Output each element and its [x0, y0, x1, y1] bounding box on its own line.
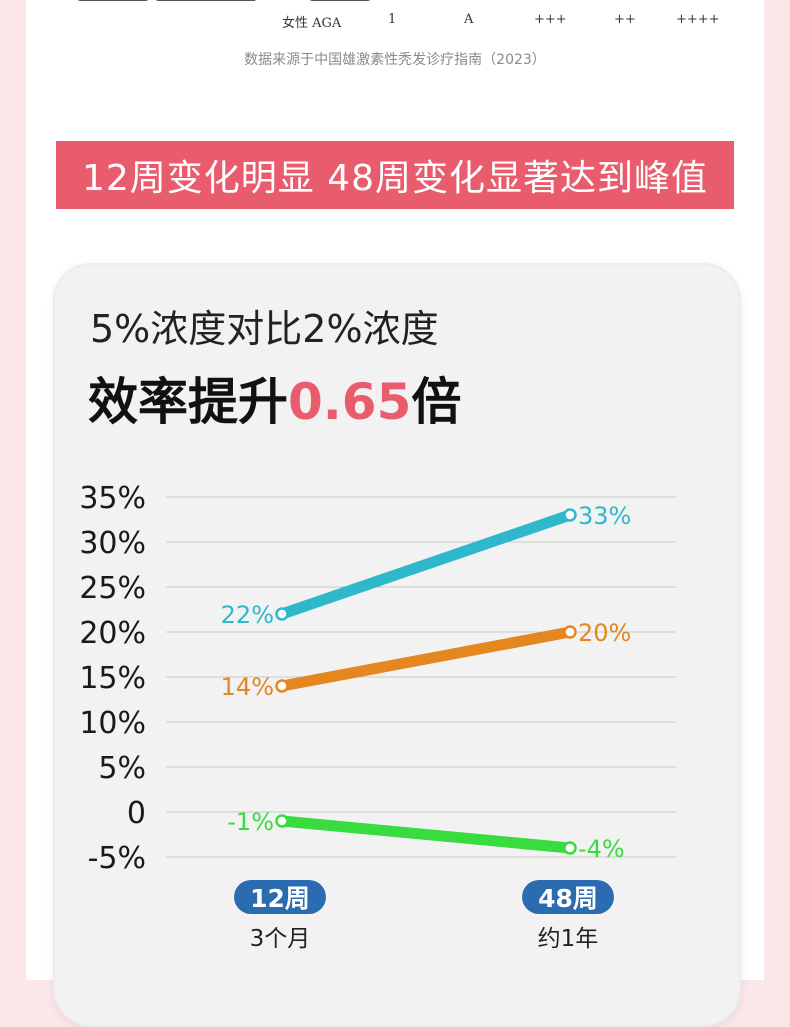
- table-row-label: 女性 AGA: [282, 16, 342, 31]
- series-line: [276, 509, 576, 620]
- y-tick-label: -5%: [88, 841, 146, 876]
- x-tick-sublabel: 3个月: [250, 926, 311, 952]
- table-cell: A: [464, 12, 474, 27]
- highlight-banner: 12周变化明显 48周变化显著达到峰值: [56, 141, 734, 209]
- data-label: 20%: [578, 619, 631, 647]
- table-cutoff-text: [156, 0, 256, 1]
- data-point: [563, 841, 577, 855]
- headline-prefix: 效率提升: [88, 373, 288, 431]
- y-tick-label: 25%: [79, 571, 146, 606]
- table-fragment: 女性 AGA 1 A +++ ++ ++++: [26, 0, 764, 42]
- table-cutoff-text: [78, 0, 148, 1]
- y-tick-label: 15%: [79, 661, 146, 696]
- y-tick-label: 0: [127, 796, 146, 831]
- table-cutoff-text: [310, 0, 370, 1]
- table-cell: 1: [388, 12, 397, 27]
- y-tick-label: 10%: [79, 706, 146, 741]
- headline-value: 0.65: [288, 373, 412, 431]
- source-note: 数据来源于中国雄激素性秃发诊疗指南（2023）: [244, 52, 546, 68]
- card-subtitle: 5%浓度对比2%浓度: [90, 307, 439, 351]
- series-line: [276, 815, 576, 854]
- data-label: -1%: [227, 808, 274, 836]
- y-tick-label: 5%: [98, 751, 146, 786]
- data-label: 14%: [221, 673, 274, 701]
- table-cell: ++: [614, 12, 636, 27]
- data-point: [275, 607, 289, 621]
- line-chart: 35% 30% 25% 20% 15% 10% 5% 0 -5% 22% 33% 14% 20% -1% -…: [79, 481, 676, 952]
- table-cell: ++++: [676, 12, 720, 27]
- data-point: [563, 508, 577, 522]
- x-tick-sublabel: 约1年: [538, 926, 599, 952]
- bottom-cutoff: [150, 968, 630, 980]
- data-point: [563, 625, 577, 639]
- data-label: -4%: [578, 835, 625, 863]
- data-point: [275, 814, 289, 828]
- x-axis-badge: [234, 880, 326, 914]
- x-tick-label: 12周: [250, 884, 310, 913]
- series-line: [276, 626, 576, 692]
- data-label: 33%: [578, 502, 631, 530]
- x-tick-label: 48周: [538, 884, 598, 913]
- y-tick-label: 20%: [79, 616, 146, 651]
- y-tick-label: 35%: [79, 481, 146, 516]
- y-tick-label: 30%: [79, 526, 146, 561]
- x-axis-badge: [522, 880, 614, 914]
- table-cell: +++: [534, 12, 567, 27]
- data-point: [275, 679, 289, 693]
- card-headline: 效率提升0.65倍: [88, 362, 461, 434]
- headline-suffix: 倍: [411, 373, 462, 431]
- data-label: 22%: [221, 601, 274, 629]
